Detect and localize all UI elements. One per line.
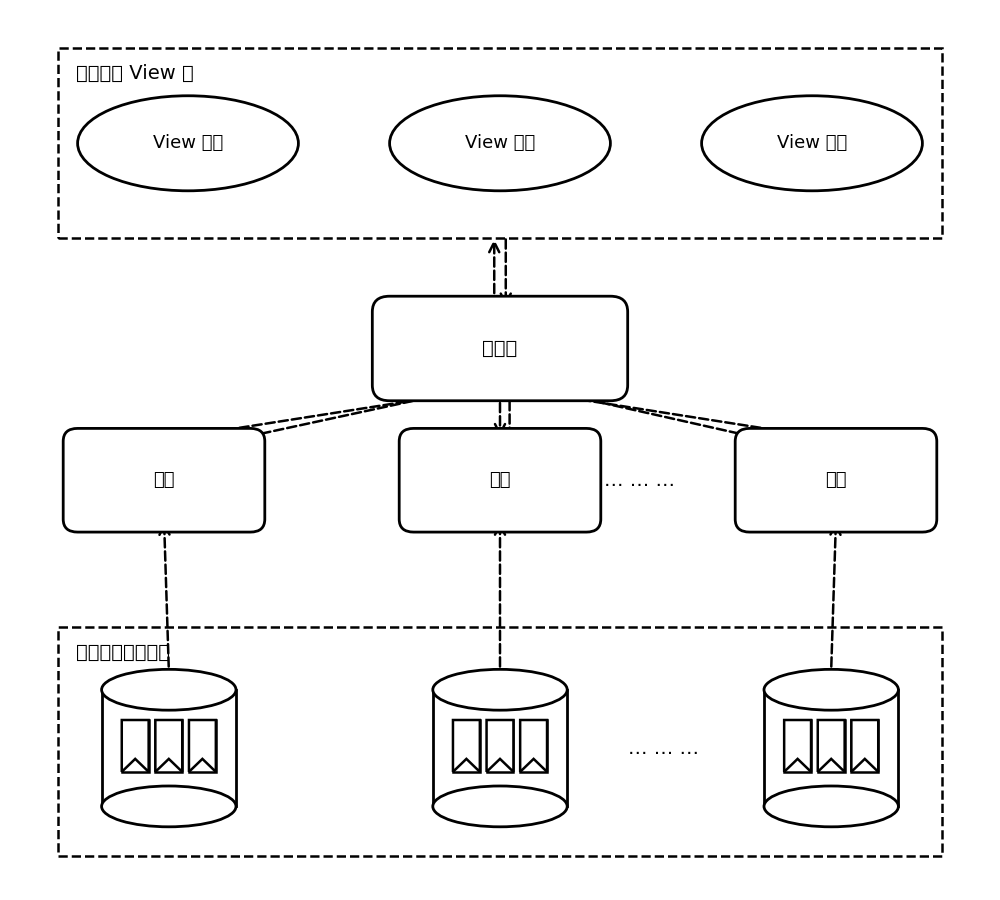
Bar xyxy=(487,720,513,772)
Bar xyxy=(520,720,547,772)
Bar xyxy=(453,720,480,772)
Bar xyxy=(435,670,565,710)
Ellipse shape xyxy=(102,786,236,827)
Ellipse shape xyxy=(764,786,898,827)
Bar xyxy=(851,720,878,772)
Polygon shape xyxy=(155,720,182,772)
Bar xyxy=(58,49,942,238)
Text: … … …: … … … xyxy=(604,471,675,490)
Text: 模型: 模型 xyxy=(153,472,175,490)
Text: 控制器: 控制器 xyxy=(482,339,518,358)
FancyBboxPatch shape xyxy=(372,296,628,400)
Polygon shape xyxy=(818,720,845,772)
Polygon shape xyxy=(487,720,513,772)
Bar xyxy=(122,720,149,772)
Text: View 页面: View 页面 xyxy=(153,134,223,152)
Polygon shape xyxy=(189,720,216,772)
Ellipse shape xyxy=(764,670,898,710)
Polygon shape xyxy=(520,720,547,772)
Ellipse shape xyxy=(78,95,298,191)
Bar xyxy=(764,689,898,806)
Bar xyxy=(818,720,845,772)
Bar xyxy=(155,720,182,772)
FancyBboxPatch shape xyxy=(63,428,265,532)
Ellipse shape xyxy=(702,95,922,191)
Text: View 页面: View 页面 xyxy=(777,134,847,152)
Bar xyxy=(58,627,942,856)
Ellipse shape xyxy=(102,670,236,710)
Bar xyxy=(784,720,811,772)
Polygon shape xyxy=(453,720,480,772)
FancyBboxPatch shape xyxy=(399,428,601,532)
Ellipse shape xyxy=(433,670,567,710)
Text: 模型: 模型 xyxy=(489,472,511,490)
Bar xyxy=(433,689,567,806)
Bar xyxy=(104,670,234,710)
Polygon shape xyxy=(851,720,878,772)
Text: … … …: … … … xyxy=(628,739,699,758)
Text: View 页面: View 页面 xyxy=(465,134,535,152)
Polygon shape xyxy=(122,720,149,772)
Text: 软件应用 View 层: 软件应用 View 层 xyxy=(76,64,193,83)
Bar xyxy=(102,689,236,806)
Ellipse shape xyxy=(433,786,567,827)
Ellipse shape xyxy=(390,95,610,191)
Text: 模型: 模型 xyxy=(825,472,847,490)
Text: 主流关系型数据库: 主流关系型数据库 xyxy=(76,643,170,662)
FancyBboxPatch shape xyxy=(735,428,937,532)
Polygon shape xyxy=(784,720,811,772)
Bar xyxy=(189,720,216,772)
Bar xyxy=(766,670,896,710)
